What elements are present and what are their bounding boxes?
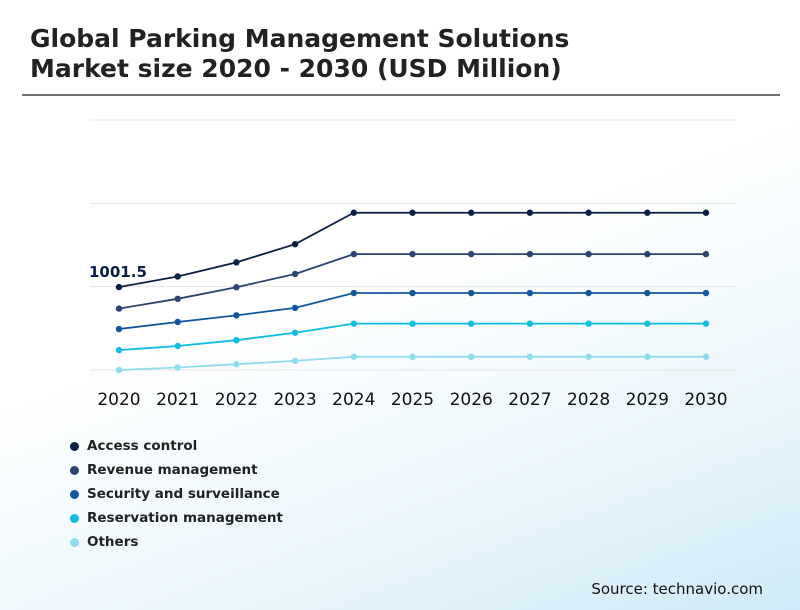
- legend-item-others: Others: [70, 530, 283, 554]
- data-point-access-control-2027: [526, 209, 534, 216]
- data-point-revenue-management-2028: [585, 250, 592, 258]
- data-point-reservation-management-2022: [233, 336, 240, 344]
- legend-label: Reservation management: [87, 510, 283, 526]
- data-point-revenue-management-2030: [702, 250, 710, 258]
- data-point-others-2025: [409, 353, 416, 360]
- legend-swatch-icon: [70, 513, 79, 523]
- data-point-others-2023: [291, 357, 299, 365]
- legend-label: Others: [87, 534, 139, 550]
- data-point-others-2029: [644, 353, 651, 360]
- data-point-revenue-management-2022: [233, 284, 240, 291]
- data-point-access-control-2021: [174, 273, 181, 280]
- data-point-others-2030: [702, 353, 710, 360]
- legend-label: Revenue management: [87, 462, 258, 478]
- data-point-access-control-2024: [350, 209, 357, 216]
- data-point-others-2021: [174, 364, 181, 371]
- series-line-access-control: [118, 211, 706, 288]
- legend-item-security-and-surveillance: Security and surveillance: [70, 482, 283, 506]
- x-tick-label-2026: 2026: [450, 390, 493, 410]
- title-divider: [22, 94, 780, 96]
- x-tick-label-2027: 2027: [508, 390, 551, 410]
- data-point-security-and-surveillance-2025: [409, 289, 416, 297]
- data-point-reservation-management-2025: [409, 320, 416, 327]
- legend-swatch-icon: [70, 465, 79, 475]
- x-tick-label-2029: 2029: [626, 390, 669, 410]
- data-point-revenue-management-2024: [350, 250, 357, 258]
- data-point-access-control-2023: [291, 240, 299, 248]
- data-point-security-and-surveillance-2024: [350, 289, 357, 297]
- data-point-reservation-management-2026: [468, 320, 475, 327]
- series-line-reservation-management: [118, 322, 706, 352]
- data-point-security-and-surveillance-2021: [174, 318, 181, 326]
- legend: Access control Revenue management Security…: [70, 434, 283, 554]
- data-points: [115, 209, 710, 374]
- data-point-reservation-management-2021: [174, 342, 181, 350]
- x-tick-label-2025: 2025: [391, 390, 434, 410]
- data-point-others-2027: [526, 353, 534, 360]
- legend-swatch-icon: [70, 489, 79, 499]
- data-point-security-and-surveillance-2022: [233, 312, 240, 319]
- x-tick-label-2028: 2028: [567, 390, 610, 410]
- legend-label: Access control: [87, 438, 198, 454]
- gridlines: [90, 119, 736, 371]
- data-point-others-2026: [468, 353, 475, 360]
- legend-item-access-control: Access control: [70, 434, 283, 458]
- data-point-revenue-management-2025: [409, 250, 416, 258]
- legend-swatch-icon: [70, 441, 79, 451]
- data-point-others-2022: [233, 361, 240, 368]
- data-point-access-control-2030: [702, 209, 710, 216]
- data-point-security-and-surveillance-2026: [468, 289, 475, 297]
- data-point-revenue-management-2020: [115, 305, 123, 312]
- source-credit: Source: technavio.com: [591, 580, 763, 598]
- data-point-access-control-2029: [644, 209, 651, 216]
- series-line-revenue-management: [118, 253, 706, 310]
- line-chart: 2020 2021 2022 2023 2024 2025 2026 2027 2028 2029…: [89, 119, 736, 410]
- legend-item-reservation-management: Reservation management: [70, 506, 283, 530]
- data-point-revenue-management-2027: [526, 250, 534, 258]
- x-tick-label-2030: 2030: [684, 390, 727, 410]
- data-point-security-and-surveillance-2029: [644, 289, 651, 297]
- data-point-security-and-surveillance-2023: [291, 304, 299, 312]
- data-point-revenue-management-2023: [291, 270, 299, 278]
- data-point-security-and-surveillance-2020: [115, 325, 123, 333]
- data-point-reservation-management-2029: [644, 320, 651, 327]
- chart-title-line-1: Global Parking Management Solutions: [30, 24, 570, 53]
- data-point-reservation-management-2030: [702, 320, 710, 327]
- data-point-security-and-surveillance-2028: [585, 289, 592, 297]
- x-tick-label-2024: 2024: [332, 390, 375, 410]
- data-point-revenue-management-2029: [644, 250, 651, 258]
- data-point-others-2020: [115, 366, 123, 374]
- x-tick-label-2020: 2020: [97, 390, 140, 410]
- x-axis-ticks: 2020 2021 2022 2023 2024 2025 2026 2027 2028 2029…: [97, 390, 727, 410]
- data-point-reservation-management-2027: [526, 320, 534, 327]
- x-tick-label-2022: 2022: [215, 390, 258, 410]
- data-point-access-control-2022: [233, 259, 240, 266]
- chart-title-line-2: Market size 2020 - 2030 (USD Million): [30, 54, 562, 83]
- data-point-access-control-2025: [409, 209, 416, 216]
- x-tick-label-2021: 2021: [156, 390, 199, 410]
- data-point-reservation-management-2020: [115, 346, 123, 354]
- data-point-access-control-2020: [115, 283, 123, 291]
- legend-label: Security and surveillance: [87, 486, 280, 502]
- data-point-access-control-2028: [585, 209, 592, 216]
- x-tick-label-2023: 2023: [273, 390, 316, 410]
- legend-item-revenue-management: Revenue management: [70, 458, 283, 482]
- data-point-reservation-management-2024: [350, 320, 357, 327]
- chart-title: Global Parking Management Solutions Mark…: [30, 24, 569, 84]
- data-point-revenue-management-2026: [468, 250, 475, 258]
- data-point-security-and-surveillance-2030: [702, 289, 710, 297]
- data-point-reservation-management-2023: [291, 329, 299, 336]
- data-point-others-2028: [585, 353, 592, 360]
- data-point-reservation-management-2028: [585, 320, 592, 327]
- data-point-security-and-surveillance-2027: [526, 289, 534, 297]
- data-point-revenue-management-2021: [174, 295, 181, 303]
- legend-swatch-icon: [70, 537, 79, 547]
- data-point-access-control-2026: [468, 209, 475, 216]
- data-label-access-control-2020: 1001.5: [89, 263, 147, 281]
- data-point-others-2024: [350, 353, 357, 360]
